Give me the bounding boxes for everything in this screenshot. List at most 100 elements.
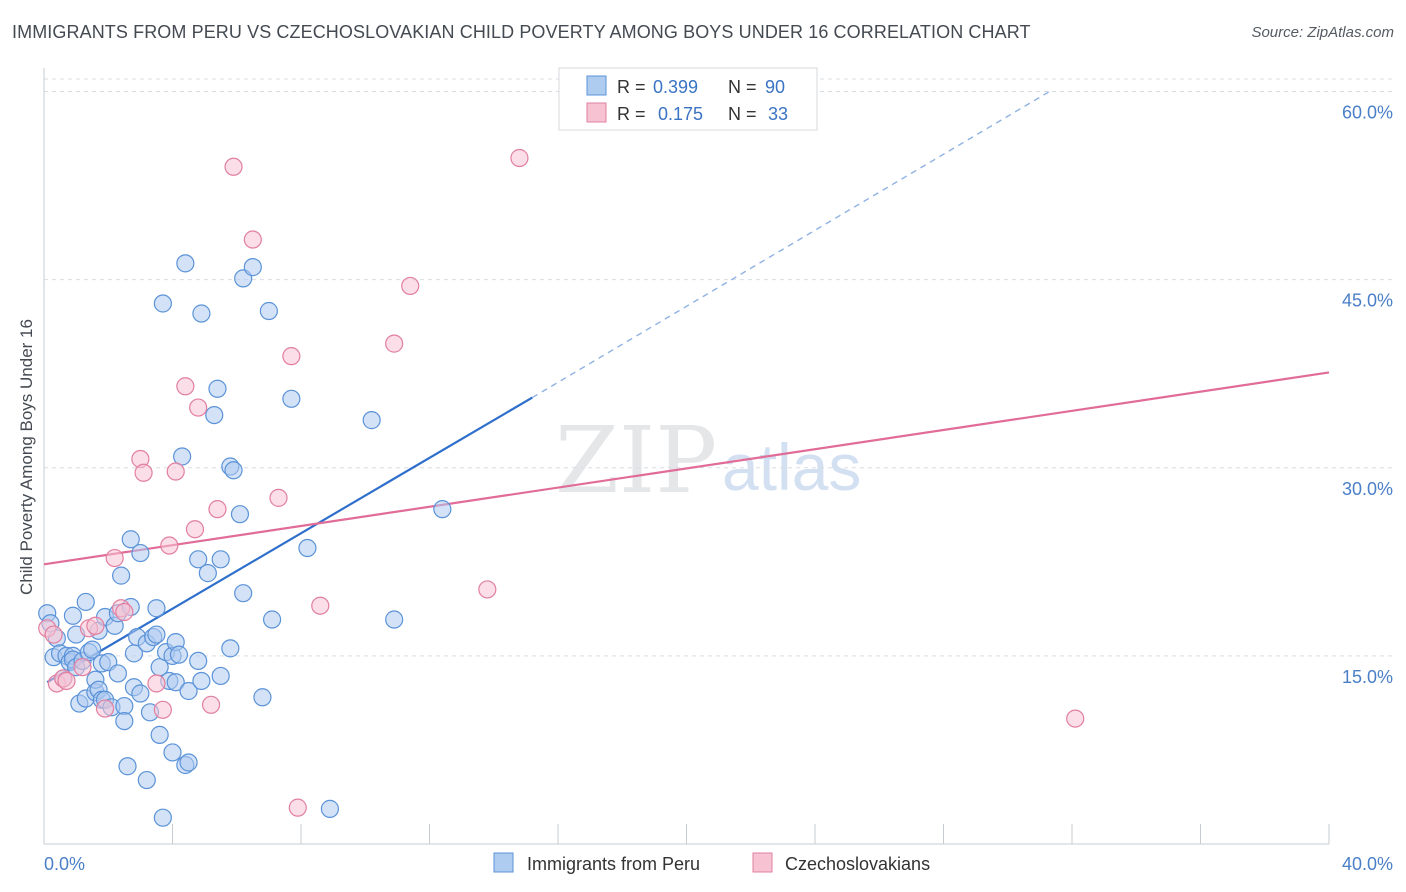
gridlines	[44, 78, 1393, 657]
trend-lines	[43, 90, 1330, 684]
bottom-legend-swatch-peru	[493, 852, 514, 873]
peru-point	[153, 808, 172, 827]
peru-point	[221, 639, 240, 658]
legend-n-value-czech: 33	[768, 104, 788, 124]
czech-point	[208, 500, 227, 519]
czech-point	[73, 658, 92, 677]
czech-point	[282, 347, 301, 366]
peru-point	[211, 666, 230, 686]
peru-point	[205, 405, 224, 425]
peru-point	[198, 564, 217, 583]
czech-point	[147, 674, 166, 693]
peru-point	[224, 461, 243, 480]
legend-n-label-peru: N =	[728, 77, 757, 97]
peru-point	[147, 625, 166, 644]
peru-point	[253, 688, 272, 707]
peru-point	[131, 543, 150, 563]
peru-point	[63, 606, 83, 625]
source-label: Source: ZipAtlas.com	[1251, 24, 1394, 41]
peru-point	[320, 799, 340, 818]
peru-point	[150, 725, 169, 744]
x-tick-label-min: 0.0%	[44, 854, 85, 874]
y-tick-label: 30.0%	[1342, 479, 1393, 499]
peru-point	[118, 757, 137, 776]
bottom-legend-label-peru: Immigrants from Peru	[527, 854, 700, 874]
peru-point	[298, 538, 317, 558]
czech-point	[1066, 709, 1085, 728]
czech-point	[44, 625, 63, 644]
peru-point	[192, 671, 211, 691]
peru-point	[76, 592, 95, 612]
peru-point	[262, 610, 282, 629]
peru-point	[230, 505, 250, 524]
data-points	[38, 148, 1085, 827]
czech-point	[153, 700, 172, 719]
peru-point	[179, 681, 198, 701]
czech-point	[166, 462, 185, 481]
peru-point	[115, 711, 134, 731]
czech-point	[160, 536, 179, 555]
watermark-atlas: atlas	[722, 430, 861, 504]
czech-point	[243, 230, 262, 249]
x-tick-label-max: 40.0%	[1342, 854, 1393, 874]
czech-point	[385, 334, 404, 353]
peru-point	[282, 389, 301, 408]
czech-point	[185, 520, 205, 539]
peru-point	[179, 753, 198, 772]
legend-swatch-peru	[586, 75, 607, 96]
peru-point	[147, 599, 166, 618]
legend-r-label-peru: R =	[617, 77, 646, 97]
czech-point	[311, 596, 330, 615]
legend-r-label-czech: R =	[617, 104, 646, 124]
czech-point	[105, 548, 124, 568]
peru-point	[189, 651, 208, 671]
peru-point	[385, 610, 404, 629]
peru-point	[153, 294, 172, 313]
peru-point	[111, 566, 131, 585]
peru-point	[83, 640, 102, 659]
chart-title: IMMIGRANTS FROM PERU VS CZECHOSLOVAKIAN …	[12, 22, 1031, 42]
peru-point	[137, 770, 156, 790]
peru-point	[208, 379, 227, 398]
czech-point	[57, 671, 76, 691]
peru-point	[163, 743, 182, 762]
legend: R = 0.399 N = 90 R = 0.175 N = 33	[558, 67, 818, 131]
czech-point	[201, 695, 221, 714]
legend-r-value-peru: 0.399	[653, 77, 698, 97]
watermark-zip: ZIP	[555, 407, 717, 514]
peru-point	[192, 304, 211, 323]
czech-point	[134, 463, 153, 482]
czech-point	[115, 602, 134, 622]
y-tick-label: 15.0%	[1342, 667, 1393, 687]
czech-point	[189, 398, 208, 417]
watermark: ZIP atlas	[555, 407, 861, 514]
legend-r-value-czech: 0.175	[658, 104, 703, 124]
peru-trend-line	[46, 396, 533, 684]
peru-trend-extension	[531, 90, 1050, 399]
peru-point	[169, 645, 189, 664]
peru-point	[121, 530, 140, 549]
peru-point	[131, 684, 150, 703]
y-tick-label: 60.0%	[1342, 103, 1393, 123]
y-tick-labels: 15.0% 30.0% 45.0% 60.0%	[1342, 103, 1393, 687]
bottom-legend-swatch-czech	[752, 852, 773, 873]
legend-swatch-czech	[586, 102, 607, 123]
czech-point	[224, 157, 243, 176]
peru-point	[234, 584, 253, 603]
legend-n-value-peru: 90	[765, 77, 785, 97]
peru-point	[189, 550, 208, 569]
czech-trend-line	[43, 371, 1330, 566]
czech-point	[269, 488, 288, 507]
czech-point	[95, 699, 115, 718]
peru-point	[259, 301, 278, 321]
czech-point	[401, 276, 420, 296]
czech-point	[86, 616, 105, 635]
axes	[43, 68, 1330, 845]
peru-point	[243, 258, 262, 277]
bottom-legend: Immigrants from Peru Czechoslovakians	[493, 852, 930, 874]
czech-point	[478, 580, 497, 599]
bottom-legend-label-czech: Czechoslovakians	[785, 854, 930, 874]
peru-point	[211, 550, 230, 569]
peru-point	[176, 254, 195, 273]
